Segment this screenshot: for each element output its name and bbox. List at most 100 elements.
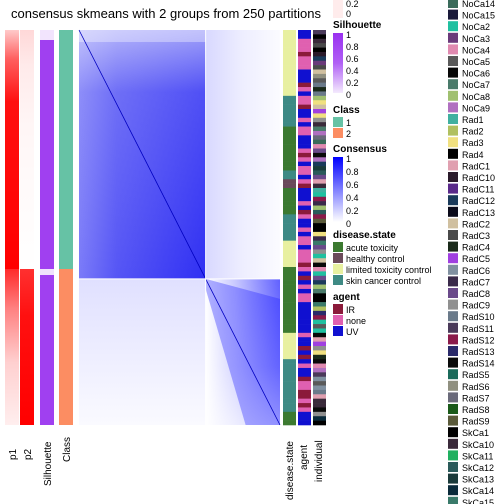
agent-cell	[298, 354, 311, 360]
p2-group1-bar	[20, 30, 34, 269]
individual-cell	[313, 249, 326, 255]
class-legend-label-2: 2	[346, 129, 351, 139]
agent-cell	[298, 192, 311, 198]
individual-legend-swatch	[448, 183, 458, 194]
p1-annotation-column	[5, 30, 19, 425]
individual-cell	[313, 100, 326, 105]
class-legend-swatch-2	[333, 128, 343, 138]
individual-legend-swatch	[448, 288, 458, 298]
individual-cell	[313, 319, 326, 325]
individual-legend-swatch	[448, 276, 458, 287]
individual-cell	[313, 253, 326, 259]
disease-state-cell	[283, 73, 296, 79]
individual-legend-swatch	[448, 102, 458, 113]
disease-state-cell	[283, 381, 296, 386]
disease-state-cell	[283, 166, 296, 171]
agent-cell	[298, 183, 311, 189]
disease-state-cell	[283, 324, 296, 329]
agent-cell	[298, 65, 311, 70]
disease-state-cell	[283, 284, 296, 290]
disease-state-cell	[283, 170, 296, 176]
agent-cell	[298, 381, 311, 386]
disease-state-cell	[283, 113, 296, 119]
disease-state-cell	[283, 372, 296, 378]
disease-state-cell	[283, 403, 296, 408]
block-offdiag-top-right	[205, 30, 280, 279]
disease-state-cell	[283, 196, 296, 202]
individual-legend-label: RadS10	[462, 312, 495, 322]
individual-cell	[313, 34, 326, 40]
individual-cell	[313, 188, 326, 193]
disease-state-cell	[283, 288, 296, 294]
individual-cell	[313, 51, 326, 57]
p1-group1-bar	[5, 30, 19, 269]
agent-cell	[298, 253, 311, 259]
agent-cell	[298, 315, 311, 320]
individual-legend-label: RadS6	[462, 382, 490, 392]
disease-state-cell	[283, 398, 296, 404]
label-class: Class	[62, 437, 73, 462]
agent-cell	[298, 47, 311, 53]
column-annotations	[283, 30, 326, 426]
disease-state-cell	[283, 319, 296, 325]
individual-legend-label: SkCa10	[462, 440, 494, 450]
consensus-heatmap-detail	[78, 29, 281, 426]
consensus-legend-title: Consensus	[333, 144, 387, 155]
disease-state-cell	[283, 91, 296, 97]
agent-cell	[298, 148, 311, 154]
individual-legend-swatch	[448, 438, 458, 449]
individual-legend-label: SkCa11	[462, 451, 493, 461]
individual-cell	[313, 65, 326, 70]
p1-group2-bar	[5, 269, 19, 425]
agent-cell	[298, 398, 311, 404]
sil-tick-0: 1	[346, 30, 351, 40]
agent-cell	[298, 95, 311, 101]
individual-cell	[313, 271, 326, 277]
disease-state-cell	[283, 82, 296, 88]
disease-state-cell	[283, 394, 296, 399]
agent-cell	[298, 363, 311, 369]
agent-cell	[298, 236, 311, 241]
disease-state-cell	[283, 60, 296, 66]
individual-cell	[313, 135, 326, 141]
agent-cell	[298, 407, 311, 413]
agent-cell	[298, 288, 311, 294]
p2-legend-tick-0: 0.2	[346, 0, 359, 9]
individual-legend-swatch	[448, 148, 458, 159]
label-agent: agent	[299, 445, 310, 470]
individual-cell	[313, 144, 326, 149]
silhouette-group1-bar	[40, 40, 54, 269]
agent-cell	[298, 130, 311, 136]
individual-legend-swatch	[448, 357, 458, 368]
disease-state-cell	[283, 315, 296, 320]
disease-state-cell	[283, 236, 296, 241]
agent-swatch-ir	[333, 304, 343, 314]
individual-legend-swatch	[448, 264, 458, 275]
individual-legend-label: Rad3	[462, 138, 484, 148]
individual-cell	[313, 381, 326, 386]
individual-legend-swatch	[448, 369, 458, 380]
disease-state-cell	[283, 95, 296, 101]
agent-legend-title: agent	[333, 292, 360, 303]
agent-cell	[298, 231, 311, 237]
disease-state-cell	[283, 310, 296, 316]
class-annotation-column	[59, 30, 73, 425]
agent-cell	[298, 34, 311, 40]
class1-top-rows	[79, 30, 206, 42]
individual-cell	[313, 262, 326, 268]
individual-legend-label: RadS14	[462, 359, 495, 369]
individual-cell	[313, 109, 326, 114]
individual-cell	[313, 214, 326, 220]
individual-legend-swatch	[448, 21, 458, 32]
individual-cell	[313, 43, 326, 48]
disease-state-cell	[283, 249, 296, 255]
disease-state-cell	[283, 328, 296, 334]
individual-cell	[313, 56, 326, 62]
individual-cell	[313, 332, 326, 338]
individual-cell	[313, 78, 326, 83]
individual-cell	[313, 139, 326, 145]
disease-state-cell	[283, 78, 296, 83]
ds-label-skin: skin cancer control	[346, 276, 421, 286]
ds-swatch-acute	[333, 242, 343, 252]
disease-state-cell	[283, 253, 296, 259]
